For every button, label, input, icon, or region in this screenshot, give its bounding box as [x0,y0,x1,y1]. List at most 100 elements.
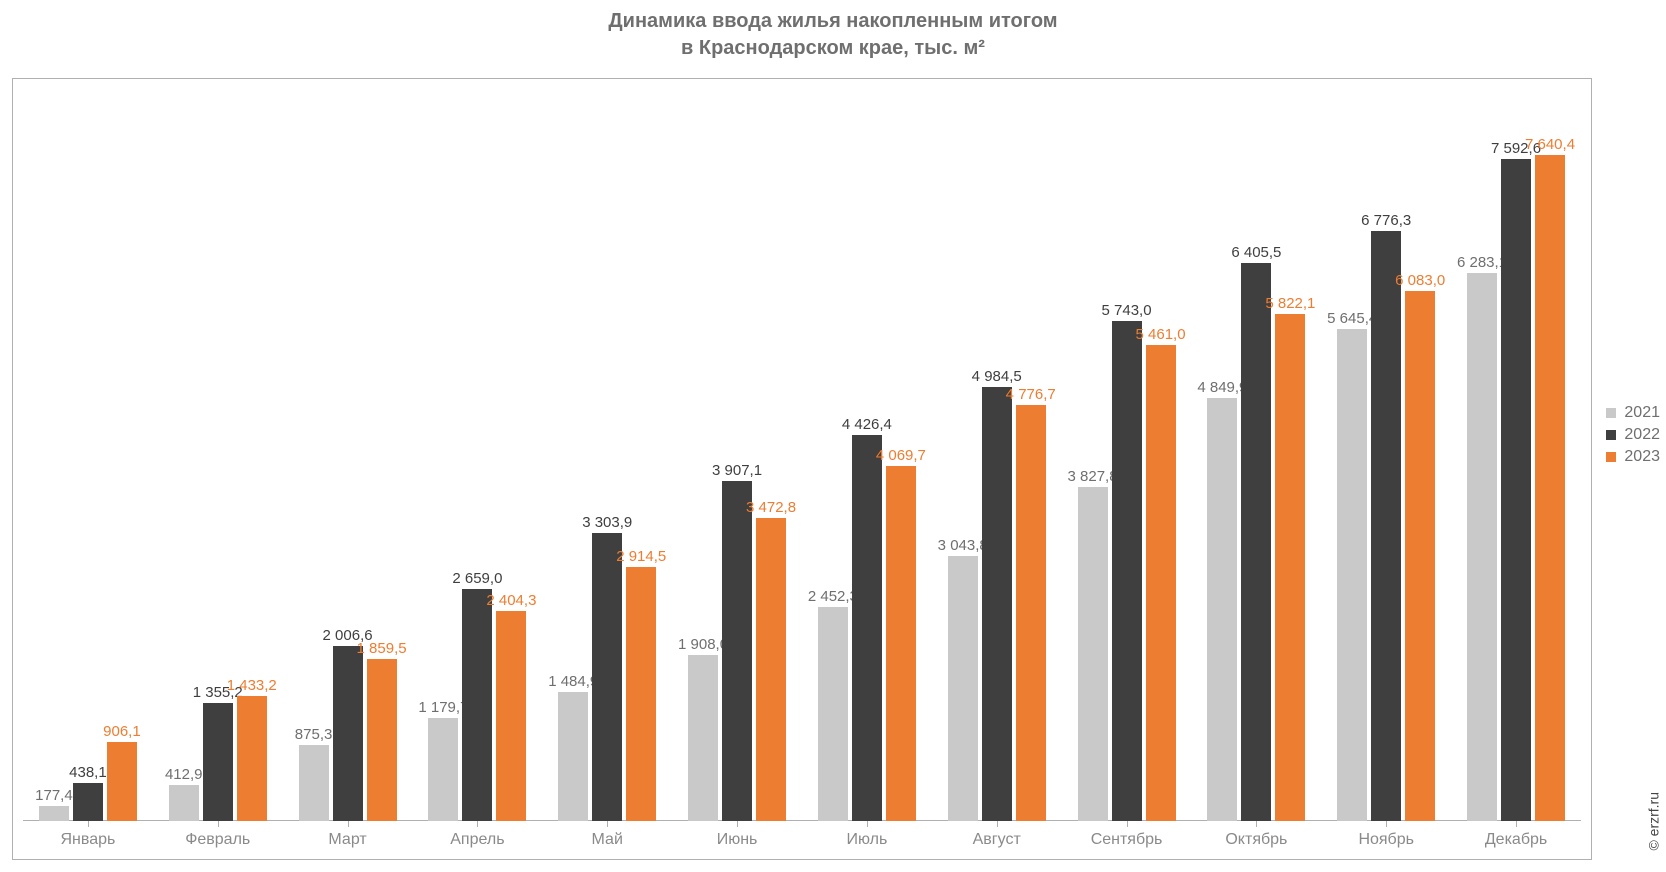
bar: 5 743,0 [1112,321,1142,821]
bar: 412,9 [169,785,199,821]
bar-value-label: 2 404,3 [486,592,536,611]
legend: 2021 2022 2023 [1606,400,1660,470]
bar: 7 640,4 [1535,155,1565,821]
x-axis-label: Июль [802,821,932,859]
bar-value-label: 6 405,5 [1231,244,1281,263]
bar-group: 1 179,7 2 659,0 2 404,3 [412,89,542,821]
bar: 6 083,0 [1405,291,1435,821]
bar-value-label: 4 776,7 [1006,386,1056,405]
x-axis-label: Август [932,821,1062,859]
bar: 1 179,7 [428,718,458,821]
bar-group: 875,32 006,61 859,5 [283,89,413,821]
bars-container: 6 283,17 592,67 640,4 [1451,89,1581,821]
bar-group: 6 283,17 592,67 640,4 [1451,89,1581,821]
legend-item: 2022 [1606,426,1660,444]
bar-group: 2 452,34 426,44 069,7 [802,89,932,821]
bar-group: 1 484,93 303,92 914,5 [542,89,672,821]
bar-value-label: 875,3 [295,726,333,745]
bar-value-label: 3 907,1 [712,462,762,481]
bars-container: 412,91 355,21 433,2 [153,89,283,821]
bar: 906,1 [107,742,137,821]
x-axis-label: Февраль [153,821,283,859]
legend-label: 2022 [1624,426,1660,444]
bar: 177,4 [39,806,69,821]
bar: 1 859,5 [367,659,397,821]
bar: 4 426,4 [852,435,882,821]
x-axis-label: Сентябрь [1062,821,1192,859]
bars-container: 177,4438,1906,1 [23,89,153,821]
bar: 438,1 [73,783,103,821]
bar-value-label: 3 827,8 [1068,468,1118,487]
bar: 3 043,8 [948,556,978,821]
x-axis-label: Май [542,821,672,859]
bar-value-label: 3 043,8 [938,537,988,556]
chart-title-line1: Динамика ввода жилья накопленным итогом [0,8,1666,35]
x-axis-labels: ЯнварьФевральМартАпрельМайИюньИюльАвгуст… [23,821,1581,859]
bar-value-label: 4 849,9 [1197,379,1247,398]
bar: 3 303,9 [592,533,622,821]
bar-group: 4 849,96 405,55 822,1 [1191,89,1321,821]
bar: 3 472,8 [756,518,786,821]
x-axis-label: Ноябрь [1321,821,1451,859]
bar-value-label: 5 645,4 [1327,310,1377,329]
bar: 2 914,5 [626,567,656,821]
bar: 6 405,5 [1241,263,1271,821]
bar-value-label: 5 461,0 [1136,326,1186,345]
bar: 3 907,1 [722,481,752,821]
x-axis-label: Декабрь [1451,821,1581,859]
bar-group: 412,91 355,21 433,2 [153,89,283,821]
x-axis-label: Январь [23,821,153,859]
bar-value-label: 2 659,0 [452,570,502,589]
bars-container: 1 179,7 2 659,0 2 404,3 [412,89,542,821]
bars-container: 1 484,93 303,92 914,5 [542,89,672,821]
bar: 2 452,3 [818,607,848,821]
bar-value-label: 438,1 [69,764,107,783]
bar: 6 776,3 [1371,231,1401,822]
bar-value-label: 2 452,3 [808,588,858,607]
bar-group: 3 827,85 743,05 461,0 [1062,89,1192,821]
bar-value-label: 412,9 [165,766,203,785]
bar-groups: 177,4438,1906,1412,91 355,21 433,2875,32… [23,89,1581,821]
bar-value-label: 7 640,4 [1525,136,1575,155]
bar: 875,3 [299,745,329,821]
credit-text: © erzrf.ru [1646,792,1662,851]
bar-value-label: 6 283,1 [1457,254,1507,273]
legend-label: 2023 [1624,448,1660,466]
bar: 1 908,0 [688,655,718,821]
bar: 6 283,1 [1467,273,1497,821]
bar-value-label: 1 179,7 [418,699,468,718]
plot-area: 177,4438,1906,1412,91 355,21 433,2875,32… [23,89,1581,821]
bar: 3 827,8 [1078,487,1108,821]
bar-value-label: 3 303,9 [582,514,632,533]
bar-value-label: 4 984,5 [972,368,1022,387]
bar-group: 5 645,46 776,36 083,0 [1321,89,1451,821]
bars-container: 1 908,03 907,13 472,8 [672,89,802,821]
bar: 1 355,2 [203,703,233,821]
bar: 2 404,3 [496,611,526,821]
bar: 1 484,9 [558,692,588,821]
bar-value-label: 177,4 [35,787,73,806]
legend-item: 2023 [1606,448,1660,466]
bar: 4 849,9 [1207,398,1237,821]
bar-group: 3 043,84 984,54 776,7 [932,89,1062,821]
bar-value-label: 4 426,4 [842,416,892,435]
bar-value-label: 5 743,0 [1102,302,1152,321]
bars-container: 875,32 006,61 859,5 [283,89,413,821]
bar: 4 984,5 [982,387,1012,821]
bar-value-label: 5 822,1 [1265,295,1315,314]
bar-value-label: 6 776,3 [1361,212,1411,231]
bars-container: 2 452,34 426,44 069,7 [802,89,932,821]
bar-value-label: 1 859,5 [357,640,407,659]
bar-value-label: 1 484,9 [548,673,598,692]
bars-container: 4 849,96 405,55 822,1 [1191,89,1321,821]
legend-item: 2021 [1606,404,1660,422]
bar: 4 776,7 [1016,405,1046,821]
bar-value-label: 906,1 [103,723,141,742]
chart-area: 177,4438,1906,1412,91 355,21 433,2875,32… [12,78,1592,860]
legend-swatch [1606,408,1616,418]
legend-label: 2021 [1624,404,1660,422]
chart-title-line2: в Краснодарском крае, тыс. м² [0,35,1666,62]
bar-value-label: 6 083,0 [1395,272,1445,291]
x-axis-label: Март [283,821,413,859]
x-axis-label: Июнь [672,821,802,859]
